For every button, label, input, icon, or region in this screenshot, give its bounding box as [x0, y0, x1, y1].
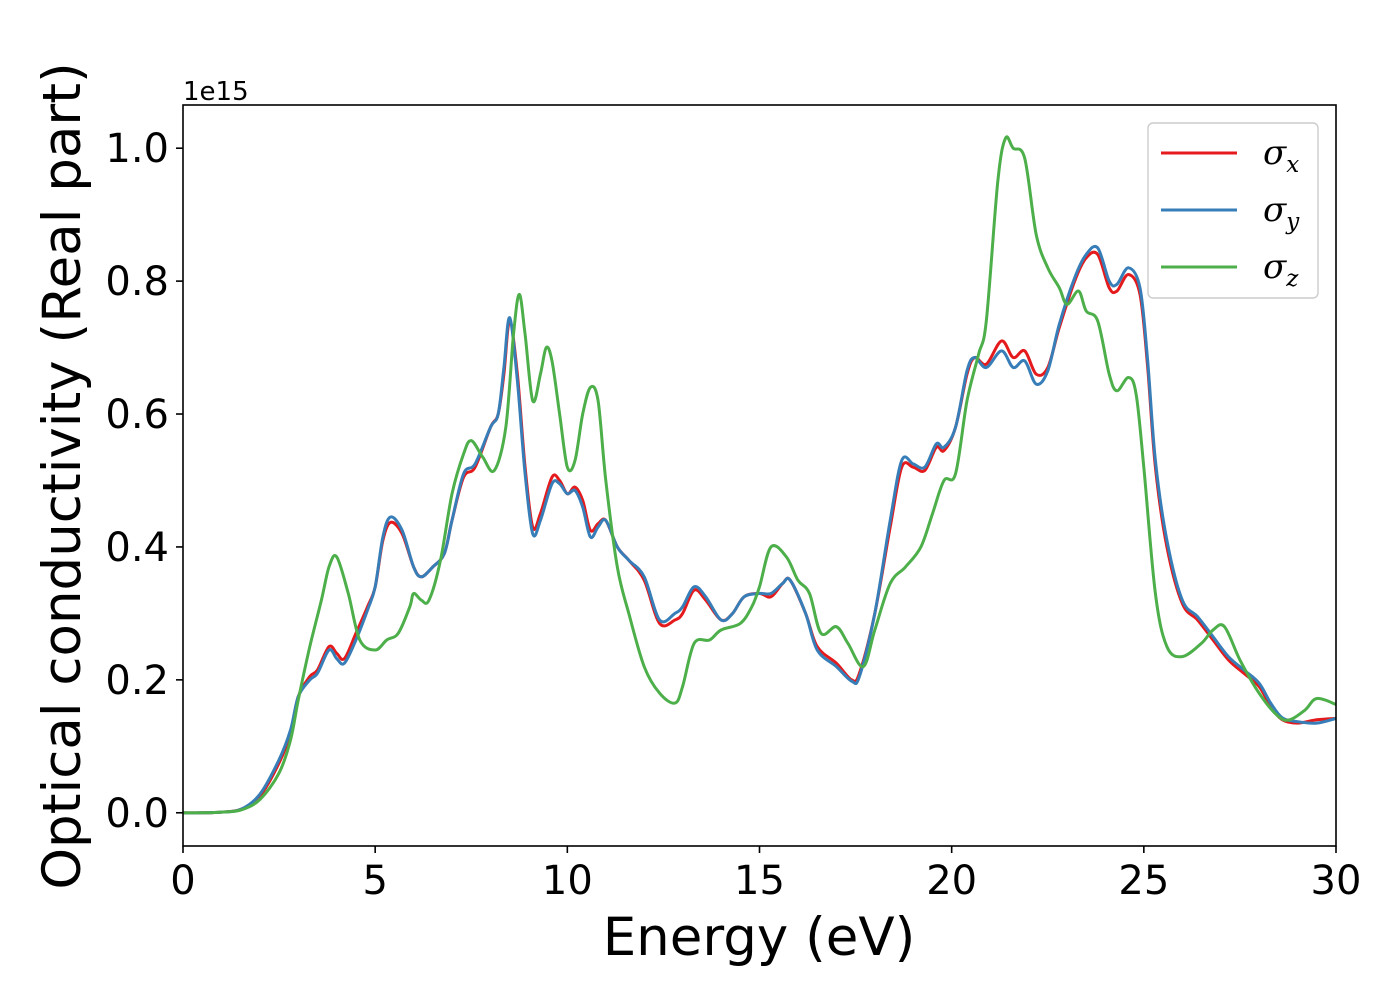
x-tick-label: 5 [362, 858, 387, 904]
x-tick-label: 20 [926, 858, 977, 904]
x-tick-label: 25 [1118, 858, 1169, 904]
series-line-y [183, 244, 1336, 815]
y-tick-label: 0.0 [105, 791, 169, 837]
y-tick-label: 0.8 [105, 259, 169, 305]
x-axis-ticks: 0 5 10 15 20 25 30 [170, 846, 1361, 904]
y-axis-ticks: 0.0 0.2 0.4 0.6 0.8 1.0 [105, 126, 183, 837]
legend-label-z: σz [1263, 247, 1299, 292]
x-tick-label: 15 [734, 858, 785, 904]
series-layer [183, 135, 1336, 815]
y-tick-label: 0.2 [105, 658, 169, 704]
legend-items: σx σy σz [1161, 133, 1300, 292]
legend-label-x: σx [1263, 133, 1299, 178]
y-offset-label: 1e15 [183, 77, 249, 107]
y-tick-label: 0.6 [105, 392, 169, 438]
x-tick-label: 30 [1311, 858, 1362, 904]
x-axis-label: Energy (eV) [603, 907, 916, 968]
y-axis-label: Optical conductivity (Real part) [32, 62, 93, 889]
legend-label-y: σy [1263, 190, 1300, 235]
series-line-z [183, 135, 1336, 815]
x-tick-label: 10 [542, 858, 593, 904]
legend: σx σy σz [1147, 122, 1319, 299]
y-tick-label: 1.0 [105, 126, 169, 172]
x-tick-label: 0 [170, 858, 195, 904]
y-tick-label: 0.4 [105, 525, 169, 571]
